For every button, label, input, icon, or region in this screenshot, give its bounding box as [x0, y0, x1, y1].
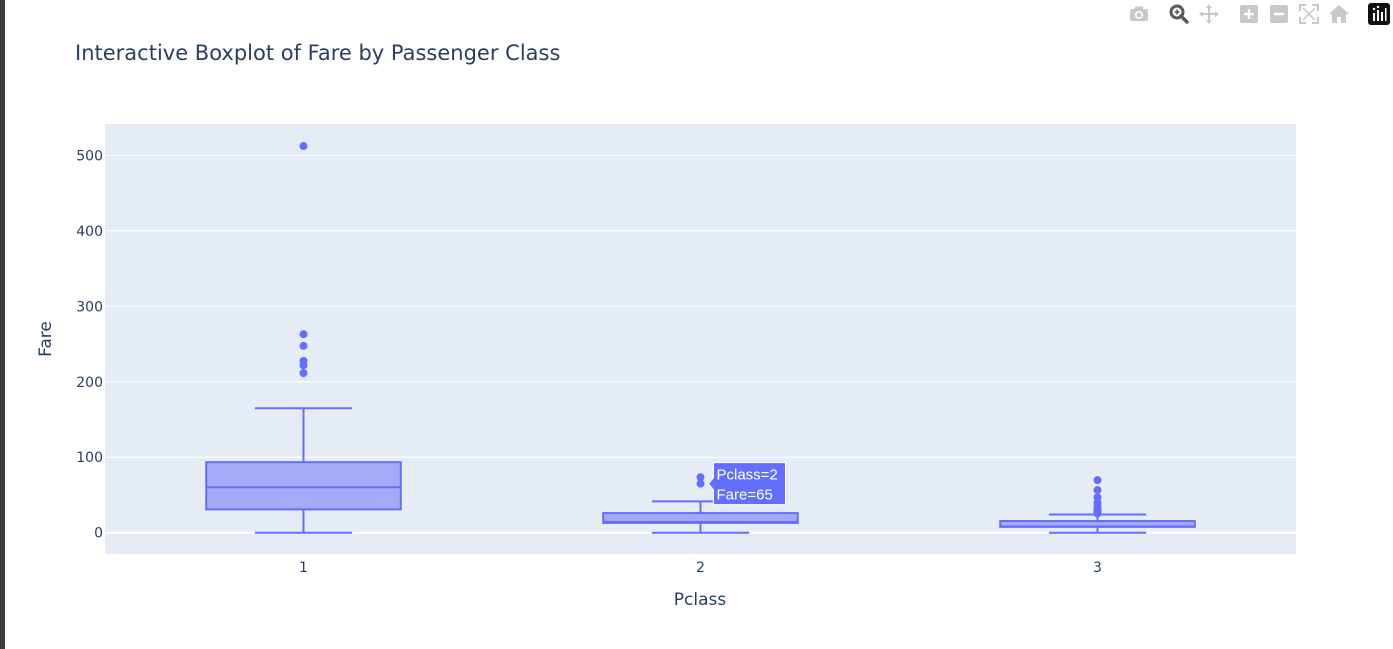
zoom-in-icon[interactable] [1238, 3, 1260, 25]
box-trace[interactable] [999, 476, 1196, 534]
outlier-point [299, 341, 308, 350]
outlier-point [299, 330, 308, 339]
outlier-point [1093, 509, 1102, 518]
zoom-icon[interactable] [1168, 3, 1190, 25]
box-traces[interactable] [205, 142, 1196, 534]
x-axis-ticks: 1 2 3 [299, 560, 1102, 576]
y-tick-label: 500 [76, 148, 103, 164]
chart-title: Interactive Boxplot of Fare by Passenger… [75, 41, 561, 65]
hover-label-text: Pclass=2 [717, 467, 778, 484]
outlier-point [696, 473, 705, 482]
outlier-point [1093, 486, 1102, 495]
pan-icon[interactable] [1198, 3, 1220, 25]
iqr-box [205, 461, 402, 511]
camera-icon[interactable] [1128, 3, 1150, 25]
reset-axes-icon[interactable] [1328, 3, 1350, 25]
x-tick-label: 2 [696, 560, 705, 576]
y-axis-ticks: 0 100 200 300 400 500 [76, 148, 103, 541]
plotly-logo-icon[interactable] [1368, 3, 1390, 25]
y-tick-label: 300 [76, 299, 103, 315]
modebar-toolbar [1125, 3, 1393, 25]
window-edge [0, 0, 5, 649]
x-tick-label: 3 [1093, 560, 1102, 576]
y-tick-label: 100 [76, 450, 103, 466]
y-tick-label: 0 [94, 526, 103, 542]
hover-tooltip: Pclass=2 Fare=65 [707, 462, 786, 506]
autoscale-icon[interactable] [1298, 3, 1320, 25]
box-trace[interactable] [205, 142, 402, 534]
x-tick-label: 1 [299, 560, 308, 576]
hover-label-box [707, 462, 786, 506]
outlier-point [1093, 476, 1102, 485]
hover-label-text: Fare=65 [717, 487, 773, 504]
outlier-point [299, 361, 308, 370]
outlier-point [299, 142, 308, 151]
y-axis-title: Fare [36, 321, 56, 357]
outlier-point [696, 479, 705, 488]
box-trace[interactable] [602, 473, 799, 534]
outlier-point [299, 369, 308, 378]
zoom-out-icon[interactable] [1268, 3, 1290, 25]
y-tick-label: 400 [76, 224, 103, 240]
y-tick-label: 200 [76, 375, 103, 391]
x-axis-title: Pclass [674, 590, 727, 610]
